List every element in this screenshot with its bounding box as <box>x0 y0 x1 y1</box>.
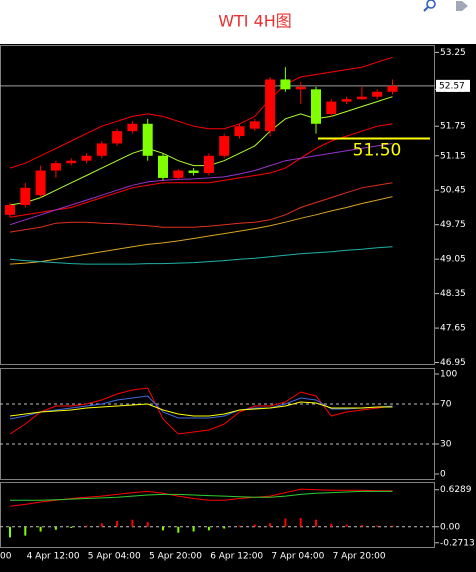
histogram-bar <box>100 523 103 527</box>
histogram-bar <box>54 526 57 530</box>
histogram-bar <box>299 517 302 527</box>
histogram-bar <box>24 526 27 536</box>
candle-body <box>372 91 383 97</box>
x-tick-label: 00 <box>0 552 12 562</box>
histogram-bar <box>223 526 226 529</box>
histogram-bar <box>376 525 379 527</box>
candle-body <box>5 205 15 215</box>
candle-body <box>219 136 230 156</box>
histogram-bar <box>70 526 73 528</box>
current-price-box <box>436 79 470 92</box>
y-tick-label: 51.75 <box>440 122 466 132</box>
histogram-bar <box>330 523 333 527</box>
indicator-line <box>9 387 393 435</box>
y-tick-label: 0 <box>440 470 446 480</box>
y-tick-label: 53.25 <box>440 48 466 58</box>
candle-body <box>173 170 184 178</box>
indicator-line <box>9 488 393 507</box>
histogram-bar <box>131 519 134 527</box>
candle-body <box>356 96 367 100</box>
candle-body <box>341 99 352 102</box>
y-tick-label: 49.75 <box>440 220 466 230</box>
zoom-icon[interactable] <box>423 0 436 12</box>
indicator-line <box>10 490 393 501</box>
y-tick-label: 70 <box>440 400 452 410</box>
candle-body <box>112 131 123 144</box>
y-tick-label: 46.95 <box>440 358 466 368</box>
x-tick-label: 6 Apr 12:00 <box>210 552 263 562</box>
y-tick-label: 50.45 <box>440 186 466 196</box>
histogram-bar <box>39 526 42 532</box>
histogram-bar <box>360 525 363 527</box>
histogram-bar <box>315 519 317 527</box>
histogram-bar <box>284 518 287 527</box>
candle-body <box>311 89 321 124</box>
histogram-bar <box>9 526 11 538</box>
indicator-line <box>9 123 393 218</box>
candle-body <box>81 155 92 161</box>
y-tick-label: 100 <box>440 370 457 380</box>
histogram-bar <box>146 522 149 527</box>
chart-bg <box>0 44 476 572</box>
y-tick-label: -0.2713 <box>440 538 475 548</box>
panel-border <box>0 482 435 548</box>
candle-body <box>265 79 276 132</box>
histogram-bar <box>85 525 88 527</box>
y-tick-label: 48.35 <box>440 289 466 299</box>
candle-body <box>50 163 61 171</box>
panel-border <box>0 45 435 365</box>
panel-border <box>0 368 435 480</box>
y-tick-label: 0.00 <box>440 522 460 532</box>
candle-body <box>96 143 107 156</box>
histogram-bar <box>162 526 164 531</box>
indicator-line <box>9 182 393 233</box>
candle-body <box>203 155 214 173</box>
indicator-line <box>9 246 393 265</box>
histogram-bar <box>253 524 256 527</box>
annotation-label: 51.50 <box>353 141 402 161</box>
histogram-bar <box>177 526 180 533</box>
y-tick-label: 30 <box>440 440 452 450</box>
candle-body <box>280 79 291 90</box>
candle-body <box>249 121 260 129</box>
x-tick-label: 5 Apr 20:00 <box>149 552 202 562</box>
histogram-bar <box>207 526 210 531</box>
y-tick-label: 49.05 <box>440 255 466 265</box>
candle-body <box>387 85 398 92</box>
histogram-bar <box>345 524 348 527</box>
candle-body <box>66 160 77 164</box>
current-price-label: 52.57 <box>439 81 465 91</box>
indicator-line <box>9 196 393 265</box>
candle-body <box>35 170 46 196</box>
indicator-line <box>9 143 393 226</box>
x-tick-label: 7 Apr 04:00 <box>271 552 324 562</box>
x-tick-label: 5 Apr 04:00 <box>88 552 141 562</box>
candle-body <box>188 170 199 173</box>
indicator-line <box>9 401 393 417</box>
candle-body <box>326 101 337 114</box>
scroll-icon[interactable] <box>456 1 468 11</box>
candle-body <box>158 155 168 178</box>
y-tick-label: 0.6289 <box>440 485 472 495</box>
histogram-bar <box>116 520 119 527</box>
histogram-bar <box>238 525 241 527</box>
histogram-bar <box>269 523 272 527</box>
histogram-bar <box>192 526 195 532</box>
candle-body <box>20 187 31 205</box>
x-tick-label: 4 Apr 12:00 <box>27 552 80 562</box>
header-title: WTI 4H图 <box>218 12 292 31</box>
x-tick-label: 7 Apr 20:00 <box>333 552 386 562</box>
y-tick-label: 47.65 <box>440 324 466 334</box>
histogram-bar <box>391 525 394 527</box>
indicator-line <box>9 96 393 206</box>
candle-body <box>127 123 138 132</box>
candle-body <box>234 126 245 137</box>
y-tick-label: 51.15 <box>440 151 466 161</box>
candle-body <box>142 123 153 156</box>
candle-body <box>295 86 306 90</box>
header-bg <box>0 0 476 44</box>
indicator-line <box>9 56 393 169</box>
